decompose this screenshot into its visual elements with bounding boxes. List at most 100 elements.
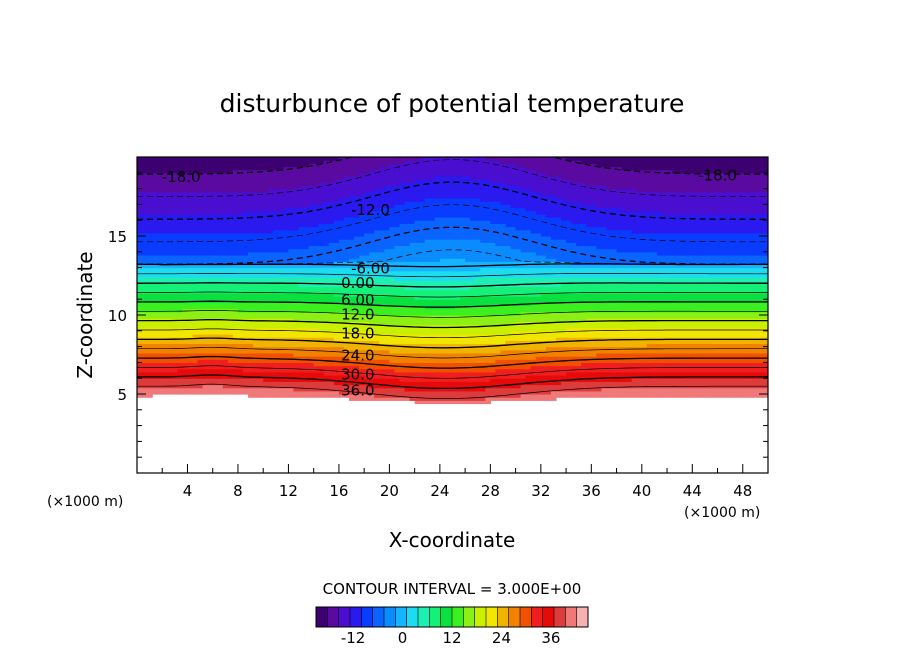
field-cell — [333, 283, 340, 288]
field-cell — [444, 368, 451, 373]
field-cell — [384, 267, 390, 272]
field-cell — [268, 330, 274, 335]
field-cell — [217, 242, 224, 247]
field-cell — [293, 318, 300, 322]
field-cell — [434, 387, 441, 392]
field-cell — [182, 273, 189, 278]
field-cell — [177, 248, 184, 253]
field-cell — [263, 194, 269, 199]
field-cell — [333, 210, 340, 215]
field-cell — [364, 333, 370, 338]
field-cell — [172, 217, 178, 221]
field-cell — [338, 194, 345, 199]
field-cell — [444, 327, 451, 332]
field-cell — [394, 387, 401, 392]
field-cell — [449, 343, 456, 348]
field-cell — [333, 182, 340, 187]
field-cell — [419, 359, 426, 363]
field-cell — [167, 229, 173, 234]
field-cell — [333, 352, 340, 357]
field-cell — [212, 188, 219, 193]
field-cell — [147, 381, 153, 386]
field-cell — [147, 280, 153, 284]
field-cell — [253, 229, 259, 234]
field-cell — [137, 188, 143, 193]
field-cell — [338, 365, 345, 370]
field-cell — [167, 327, 173, 332]
field-cell — [449, 229, 456, 234]
field-cell — [182, 229, 189, 234]
field-cell — [217, 340, 224, 345]
field-cell — [197, 302, 204, 307]
field-cell — [389, 169, 396, 174]
field-cell — [157, 188, 163, 193]
field-cell — [399, 157, 406, 161]
field-cell — [303, 188, 310, 193]
field-cell — [465, 349, 471, 354]
field-cell — [187, 207, 194, 212]
field-cell — [253, 248, 259, 253]
field-cell — [263, 182, 269, 187]
field-cell — [283, 394, 290, 398]
field-cell — [419, 321, 426, 326]
field-cell — [444, 169, 451, 174]
field-cell — [313, 308, 320, 313]
field-cell — [303, 194, 310, 199]
field-cell — [253, 311, 259, 316]
field-cell — [424, 318, 431, 322]
field-cell — [212, 381, 219, 386]
field-cell — [217, 352, 224, 357]
field-cell — [142, 160, 148, 164]
field-cell — [308, 390, 315, 395]
field-cell — [202, 330, 209, 335]
field-cell — [328, 172, 335, 177]
field-cell — [333, 166, 340, 171]
field-cell — [384, 172, 390, 177]
field-cell — [460, 378, 466, 382]
field-cell — [323, 191, 330, 196]
field-cell — [197, 359, 204, 363]
field-cell — [333, 229, 340, 234]
field-cell — [172, 315, 178, 319]
field-cell — [258, 191, 264, 196]
field-cell — [439, 160, 446, 164]
field-cell — [273, 198, 279, 202]
field-cell — [338, 378, 345, 382]
field-cell — [369, 397, 375, 401]
field-cell — [455, 239, 461, 243]
field-cell — [308, 362, 315, 367]
field-cell — [354, 213, 360, 218]
field-cell — [182, 296, 189, 300]
field-cell — [283, 169, 290, 174]
field-cell — [333, 207, 340, 212]
field-cell — [308, 381, 315, 386]
field-cell — [414, 236, 421, 240]
field-cell — [232, 296, 239, 300]
field-cell — [444, 340, 451, 345]
field-cell — [182, 321, 189, 326]
field-cell — [207, 292, 214, 297]
field-cell — [343, 242, 350, 247]
field-cell — [439, 315, 446, 319]
field-cell — [323, 356, 330, 360]
field-cell — [379, 318, 385, 322]
field-cell — [343, 157, 350, 161]
field-cell — [217, 356, 224, 360]
field-cell — [207, 352, 214, 357]
field-cell — [217, 213, 224, 218]
field-cell — [162, 248, 168, 253]
field-cell — [293, 179, 300, 183]
field-cell — [182, 340, 189, 345]
field-cell — [414, 330, 421, 335]
field-cell — [449, 289, 456, 294]
field-cell — [288, 232, 295, 237]
field-cell — [394, 390, 401, 395]
field-cell — [298, 226, 305, 231]
field-cell — [152, 343, 158, 348]
field-cell — [439, 340, 446, 345]
field-cell — [338, 359, 345, 363]
field-cell — [197, 375, 204, 379]
field-cell — [278, 239, 284, 243]
field-cell — [369, 166, 375, 171]
field-cell — [338, 248, 345, 253]
